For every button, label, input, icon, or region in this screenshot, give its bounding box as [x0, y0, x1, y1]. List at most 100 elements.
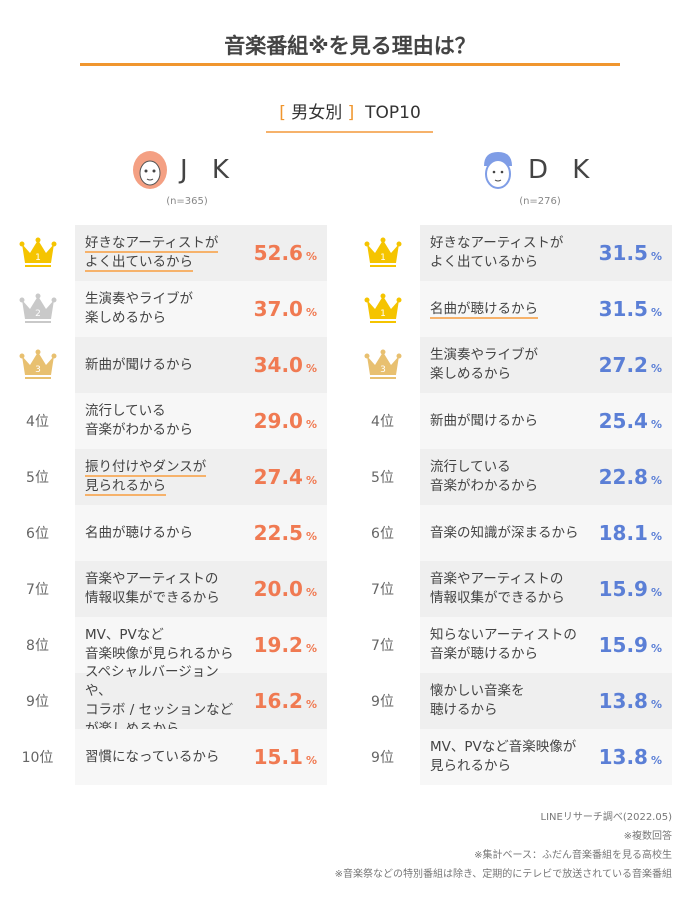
row-content: 音楽やアーティストの 情報収集ができるから 20.0% [75, 561, 327, 617]
row-content: 好きなアーティストが よく出ているから 52.6% [75, 225, 327, 281]
rank: 4位 [345, 411, 420, 431]
percent-value: 25.4% [582, 409, 672, 433]
rank: 1 [0, 236, 75, 270]
rank: 7位 [0, 579, 75, 599]
row-content: 流行している 音楽がわかるから 29.0% [75, 393, 327, 449]
percent-number: 31.5 [598, 297, 648, 321]
reason-label: 知らないアーティストの 音楽が聴けるから [430, 627, 577, 662]
dk-header: D K [480, 150, 597, 190]
reason-label: 流行している 音楽がわかるから [85, 403, 193, 438]
table-row: 3 生演奏やライブが 楽しめるから 27.2% [345, 337, 672, 393]
rank-label: 9位 [371, 750, 394, 766]
percent-number: 16.2 [253, 689, 303, 713]
percent-number: 15.9 [598, 633, 648, 657]
percent-value: 15.1% [237, 745, 327, 769]
rank: 10位 [0, 747, 75, 767]
percent-value: 31.5% [582, 241, 672, 265]
dk-sample-size: (n=276) [519, 196, 561, 207]
percent-unit: % [650, 530, 662, 543]
reason-label: 名曲が聴けるから [85, 524, 193, 541]
reason-label: 新曲が聞けるから [430, 412, 538, 429]
rank: 8位 [0, 635, 75, 655]
crown-rank-number: 3 [380, 365, 386, 375]
percent-value: 29.0% [237, 409, 327, 433]
title-divider [80, 63, 620, 66]
reason-label: 習慣になっているから [85, 748, 220, 765]
percent-unit: % [650, 418, 662, 431]
row-content: 懐かしい音楽を 聴けるから 13.8% [420, 673, 672, 729]
crown-icon: 3 [364, 349, 401, 379]
percent-unit: % [650, 642, 662, 655]
row-content: MV、PVなど音楽映像が 見られるから 13.8% [420, 729, 672, 785]
percent-unit: % [305, 642, 317, 655]
percent-number: 20.0 [253, 577, 303, 601]
reason-label: 好きなアーティストが よく出ているから [85, 235, 219, 272]
reason-label: 音楽やアーティストの 情報収集ができるから [85, 571, 220, 606]
percent-unit: % [305, 754, 317, 767]
rank-label: 7位 [371, 582, 394, 598]
percent-value: 27.2% [582, 353, 672, 377]
percent-number: 34.0 [253, 353, 303, 377]
definition-note: ※音楽祭などの特別番組は除き、定期的にテレビで放送されている音楽番組 [334, 869, 672, 880]
table-row: 3 新曲が聞けるから 34.0% [0, 337, 327, 393]
row-content: 知らないアーティストの 音楽が聴けるから 15.9% [420, 617, 672, 673]
crown-rank-number: 3 [35, 365, 41, 375]
row-content: 習慣になっているから 15.1% [75, 729, 327, 785]
reason-label: 生演奏やライブが 楽しめるから [85, 291, 193, 326]
table-row: 8位 MV、PVなど 音楽映像が見られるから 19.2% [0, 617, 327, 673]
reason-label: 名曲が聴けるから [430, 300, 538, 319]
reason-label: 振り付けやダンスが 見られるから [85, 459, 207, 496]
multiple-answer-note: ※複数回答 [623, 831, 672, 842]
percent-number: 27.2 [598, 353, 648, 377]
footnotes: LINEリサーチ調べ(2022.05) ※複数回答 ※集計ベース：ふだん音楽番組… [335, 808, 672, 884]
percent-value: 19.2% [237, 633, 327, 657]
crown-rank-number: 1 [35, 253, 41, 263]
percent-value: 20.0% [237, 577, 327, 601]
table-row: 5位 振り付けやダンスが 見られるから 27.4% [0, 449, 327, 505]
percent-value: 13.8% [582, 745, 672, 769]
rank-label: 4位 [371, 414, 394, 430]
percent-value: 13.8% [582, 689, 672, 713]
row-content: 音楽やアーティストの 情報収集ができるから 15.9% [420, 561, 672, 617]
crown-icon: 3 [19, 349, 56, 379]
rank-label: 7位 [26, 582, 49, 598]
percent-unit: % [650, 362, 662, 375]
jk-label: J K [180, 155, 237, 185]
percent-number: 15.1 [253, 745, 303, 769]
percent-unit: % [650, 586, 662, 599]
row-content: 流行している 音楽がわかるから 22.8% [420, 449, 672, 505]
base-note: ※集計ベース：ふだん音楽番組を見る高校生 [474, 850, 672, 861]
rank-label: 7位 [371, 638, 394, 654]
percent-unit: % [305, 306, 317, 319]
page-title: 音楽番組※を見る理由は？ [224, 34, 476, 58]
rank-label: 8位 [26, 638, 49, 654]
percent-number: 19.2 [253, 633, 303, 657]
row-content: 名曲が聴けるから 31.5% [420, 281, 672, 337]
percent-unit: % [650, 250, 662, 263]
reason-label: 流行している 音楽がわかるから [430, 459, 538, 494]
percent-unit: % [305, 698, 317, 711]
crown-rank-number: 2 [35, 309, 41, 319]
rank: 3 [0, 348, 75, 382]
percent-number: 13.8 [598, 745, 648, 769]
percent-number: 27.4 [253, 465, 303, 489]
percent-number: 31.5 [598, 241, 648, 265]
percent-value: 22.8% [582, 465, 672, 489]
rank: 7位 [345, 635, 420, 655]
row-content: 好きなアーティストが よく出ているから 31.5% [420, 225, 672, 281]
reason-label: 好きなアーティストが よく出ているから [430, 235, 564, 270]
percent-number: 18.1 [598, 521, 648, 545]
percent-number: 52.6 [253, 241, 303, 265]
table-row: 1 好きなアーティストが よく出ているから 31.5% [345, 225, 672, 281]
table-row: 7位 音楽やアーティストの 情報収集ができるから 15.9% [345, 561, 672, 617]
table-row: 2 生演奏やライブが 楽しめるから 37.0% [0, 281, 327, 337]
table-row: 6位 名曲が聴けるから 22.5% [0, 505, 327, 561]
percent-number: 22.8 [598, 465, 648, 489]
percent-unit: % [305, 418, 317, 431]
rank: 6位 [0, 523, 75, 543]
subtitle-rest: TOP10 [365, 103, 421, 123]
percent-unit: % [305, 250, 317, 263]
row-content: 新曲が聞けるから 34.0% [75, 337, 327, 393]
